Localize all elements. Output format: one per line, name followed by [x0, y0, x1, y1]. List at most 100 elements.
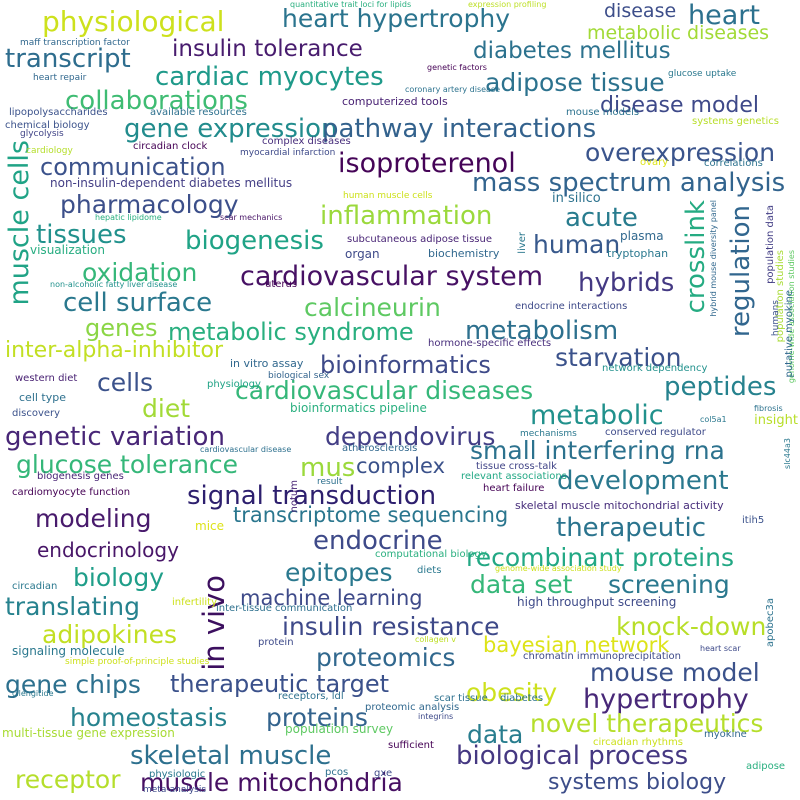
- word-mass-spectrum-analysis: mass spectrum analysis: [472, 168, 786, 198]
- word-inter-alpha-inhibitor: inter-alpha-inhibitor: [5, 338, 224, 363]
- word-hybrid-mouse-diversity-panel: hybrid mouse diversity panel: [709, 200, 718, 317]
- word-biogenesis-genes: biogenesis genes: [37, 471, 124, 482]
- word-gene-chips: gene chips: [5, 670, 141, 699]
- word-in-silico: in silico: [552, 191, 601, 206]
- word-biogenesis: biogenesis: [185, 226, 324, 256]
- word-cardiac-myocytes: cardiac myocytes: [155, 62, 384, 92]
- word-myokine: myokine: [704, 729, 747, 740]
- word-circadian-rhythms: circadian rhythms: [593, 737, 683, 748]
- word-development: development: [557, 466, 729, 496]
- word-dependovirus: dependovirus: [325, 422, 496, 451]
- word-glycolysis: glycolysis: [20, 129, 64, 139]
- word-inter-tissue-communication: inter-tissue communication: [216, 603, 353, 614]
- word-gene-expression: gene expression: [124, 114, 338, 144]
- word-mus: mus: [300, 453, 356, 483]
- word-simple-proof-of-principle-studies: simple proof-of-principle studies: [65, 657, 210, 667]
- word-correlations: correlations: [704, 158, 763, 169]
- word-genetic-factors: genetic factors: [427, 63, 487, 72]
- word-machine-learning: machine learning: [240, 586, 423, 610]
- word-result: result: [317, 477, 343, 487]
- word-in-vitro-assay: in vitro assay: [230, 357, 304, 370]
- word-biological-process: biological process: [456, 741, 689, 771]
- word-network-dependency: network dependency: [602, 363, 708, 374]
- word-translating: translating: [5, 592, 140, 621]
- word-heart-repair: heart repair: [33, 73, 87, 83]
- word-collaborations: collaborations: [65, 86, 248, 116]
- word-proteomic-analysis: proteomic analysis: [365, 702, 460, 713]
- word-metabolism: metabolism: [465, 316, 619, 346]
- word-organ: organ: [345, 247, 380, 261]
- word-maff-transcription-factor: maff transcription factor: [20, 38, 130, 48]
- word-humans: humans: [771, 300, 781, 337]
- word-pcos: pcos: [325, 767, 349, 778]
- word-calcineurin: calcineurin: [304, 293, 441, 322]
- word-transcriptome-sequencing: transcriptome sequencing: [233, 503, 509, 527]
- word-metabolic-syndrome: metabolic syndrome: [168, 318, 414, 346]
- word-systems-genetics: systems genetics: [692, 116, 779, 127]
- word-proteins: proteins: [266, 703, 368, 732]
- word-screening: screening: [608, 570, 730, 599]
- word-small-interfering-rna: small interfering rna: [470, 436, 725, 465]
- word-circadian-clock: circadian clock: [133, 141, 208, 152]
- word-communication: communication: [40, 153, 226, 181]
- word-heart-failure: heart failure: [483, 483, 545, 494]
- word-cells: cells: [97, 368, 154, 397]
- word-non-insulin-dependent-diabetes-mellitus: non-insulin-dependent diabetes mellitus: [50, 176, 293, 190]
- word-complex-diseases: complex diseases: [262, 136, 351, 147]
- word-metabolic: metabolic: [530, 400, 664, 431]
- word-homeostasis: homeostasis: [70, 703, 228, 732]
- word-insulin-resistance: insulin resistance: [282, 612, 500, 641]
- word-glucose-uptake: glucose uptake: [668, 69, 737, 79]
- word-receptors-ldl: receptors, ldl: [278, 691, 344, 702]
- word-isoproterenol: isoproterenol: [338, 148, 516, 179]
- word-tissues: tissues: [36, 220, 127, 250]
- word-gxe: gxe: [374, 768, 393, 779]
- word-knock-down: knock-down: [616, 612, 767, 641]
- word-coronary-artery-disease: coronary artery disease: [405, 85, 501, 94]
- word-diabetes: diabetes: [500, 693, 544, 704]
- word-human: human: [533, 230, 621, 259]
- word-heart: heart: [688, 0, 760, 31]
- word-ovary: ovary: [640, 157, 669, 168]
- word-adipokines: adipokines: [42, 620, 177, 649]
- word-multi-tissue-gene-expression: multi-tissue gene expression: [2, 726, 175, 740]
- word-sufficient: sufficient: [388, 740, 434, 751]
- word-slc44a3: slc44a3: [783, 438, 792, 469]
- word-inflammation: inflammation: [320, 201, 493, 231]
- word-population-survey: population survey: [285, 722, 394, 736]
- word-atherosclerosis: atherosclerosis: [342, 443, 418, 454]
- word-cardiology: cardiology: [26, 146, 73, 156]
- word-therapeutic: therapeutic: [556, 513, 706, 543]
- word-mice: mice: [195, 519, 225, 533]
- word-obesity: obesity: [466, 678, 558, 707]
- word-hormone-specific-effects: hormone-specific effects: [428, 338, 552, 349]
- word-bayesian-network: bayesian network: [483, 633, 670, 657]
- word-diet: diet: [142, 394, 190, 423]
- word-mouse-model: mouse model: [590, 658, 760, 687]
- word-discovery: discovery: [12, 408, 61, 419]
- word-pathway-interactions: pathway interactions: [322, 114, 597, 144]
- word-computational-biology: computational biology: [375, 549, 487, 560]
- word-oxidation: oxidation: [82, 258, 198, 287]
- word-genetic-variation: genetic variation: [5, 422, 225, 452]
- word-putative-myokine: putative myokine: [784, 290, 795, 378]
- word-meta-analysis: meta-analysis: [143, 785, 207, 795]
- word-insulin-tolerance: insulin tolerance: [172, 36, 363, 62]
- word-metabolic-diseases: metabolic diseases: [587, 22, 770, 44]
- word-complex: complex: [356, 454, 445, 478]
- word-disease-model: disease model: [600, 93, 760, 118]
- word-genes: genes: [85, 314, 158, 342]
- word-data-set: data set: [470, 570, 573, 599]
- word-therapeutic-target: therapeutic target: [170, 670, 390, 698]
- word-systems-biology: systems biology: [548, 770, 727, 795]
- word-chemical-biology: chemical biology: [5, 120, 90, 131]
- word-endocrine-interactions: endocrine interactions: [515, 301, 628, 312]
- word-cardiovascular-disease: cardiovascular disease: [200, 445, 292, 454]
- word-peptides: peptides: [664, 372, 777, 402]
- word-fibrosis: fibrosis: [754, 404, 783, 413]
- word-hepatic-lipidome: hepatic lipidome: [95, 213, 162, 222]
- word-receptor: receptor: [15, 765, 121, 794]
- word-acute: acute: [565, 203, 638, 233]
- word-heart-scar: heart scar: [700, 644, 741, 653]
